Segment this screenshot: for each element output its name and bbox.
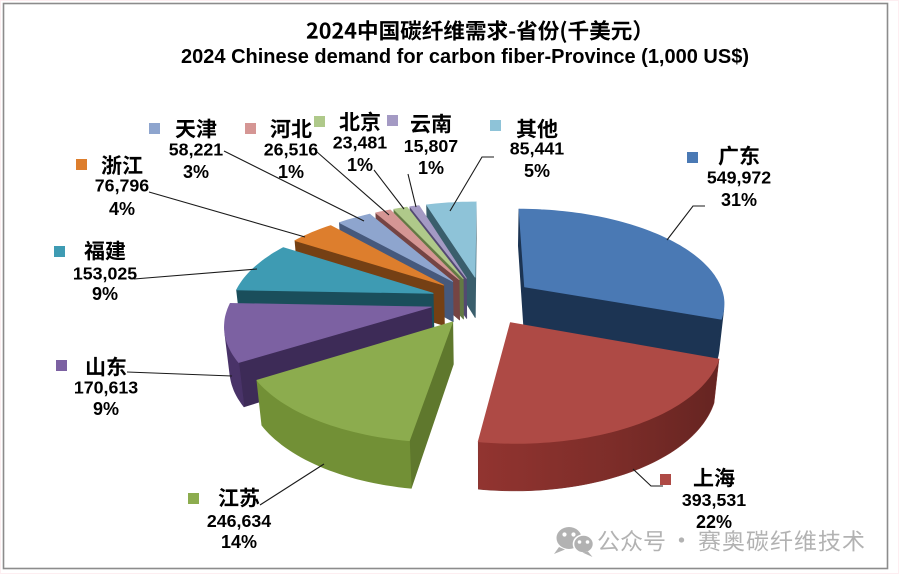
svg-text:393,531: 393,531 (682, 490, 746, 510)
svg-text:9%: 9% (93, 399, 119, 419)
svg-text:153,025: 153,025 (73, 264, 137, 284)
svg-text:26,516: 26,516 (264, 140, 318, 160)
svg-text:1%: 1% (278, 162, 304, 182)
svg-text:4%: 4% (109, 199, 135, 219)
svg-text:22%: 22% (696, 512, 732, 532)
svg-text:1%: 1% (347, 155, 373, 175)
svg-text:549,972: 549,972 (707, 168, 771, 188)
svg-text:23,481: 23,481 (333, 133, 387, 153)
svg-text:58,221: 58,221 (169, 140, 223, 160)
svg-text:3%: 3% (183, 162, 209, 182)
svg-text:14%: 14% (221, 532, 257, 552)
svg-text:5%: 5% (524, 161, 550, 181)
svg-text:1%: 1% (418, 158, 444, 178)
svg-text:170,613: 170,613 (74, 378, 138, 398)
svg-text:246,634: 246,634 (207, 511, 271, 531)
svg-text:85,441: 85,441 (510, 139, 564, 159)
svg-text:31%: 31% (721, 190, 757, 210)
svg-text:15,807: 15,807 (404, 136, 458, 156)
svg-text:76,796: 76,796 (95, 176, 149, 196)
svg-text:9%: 9% (92, 284, 118, 304)
svg-text:2024 Chinese demand for carbon: 2024 Chinese demand for carbon fiber-Pro… (181, 46, 749, 68)
